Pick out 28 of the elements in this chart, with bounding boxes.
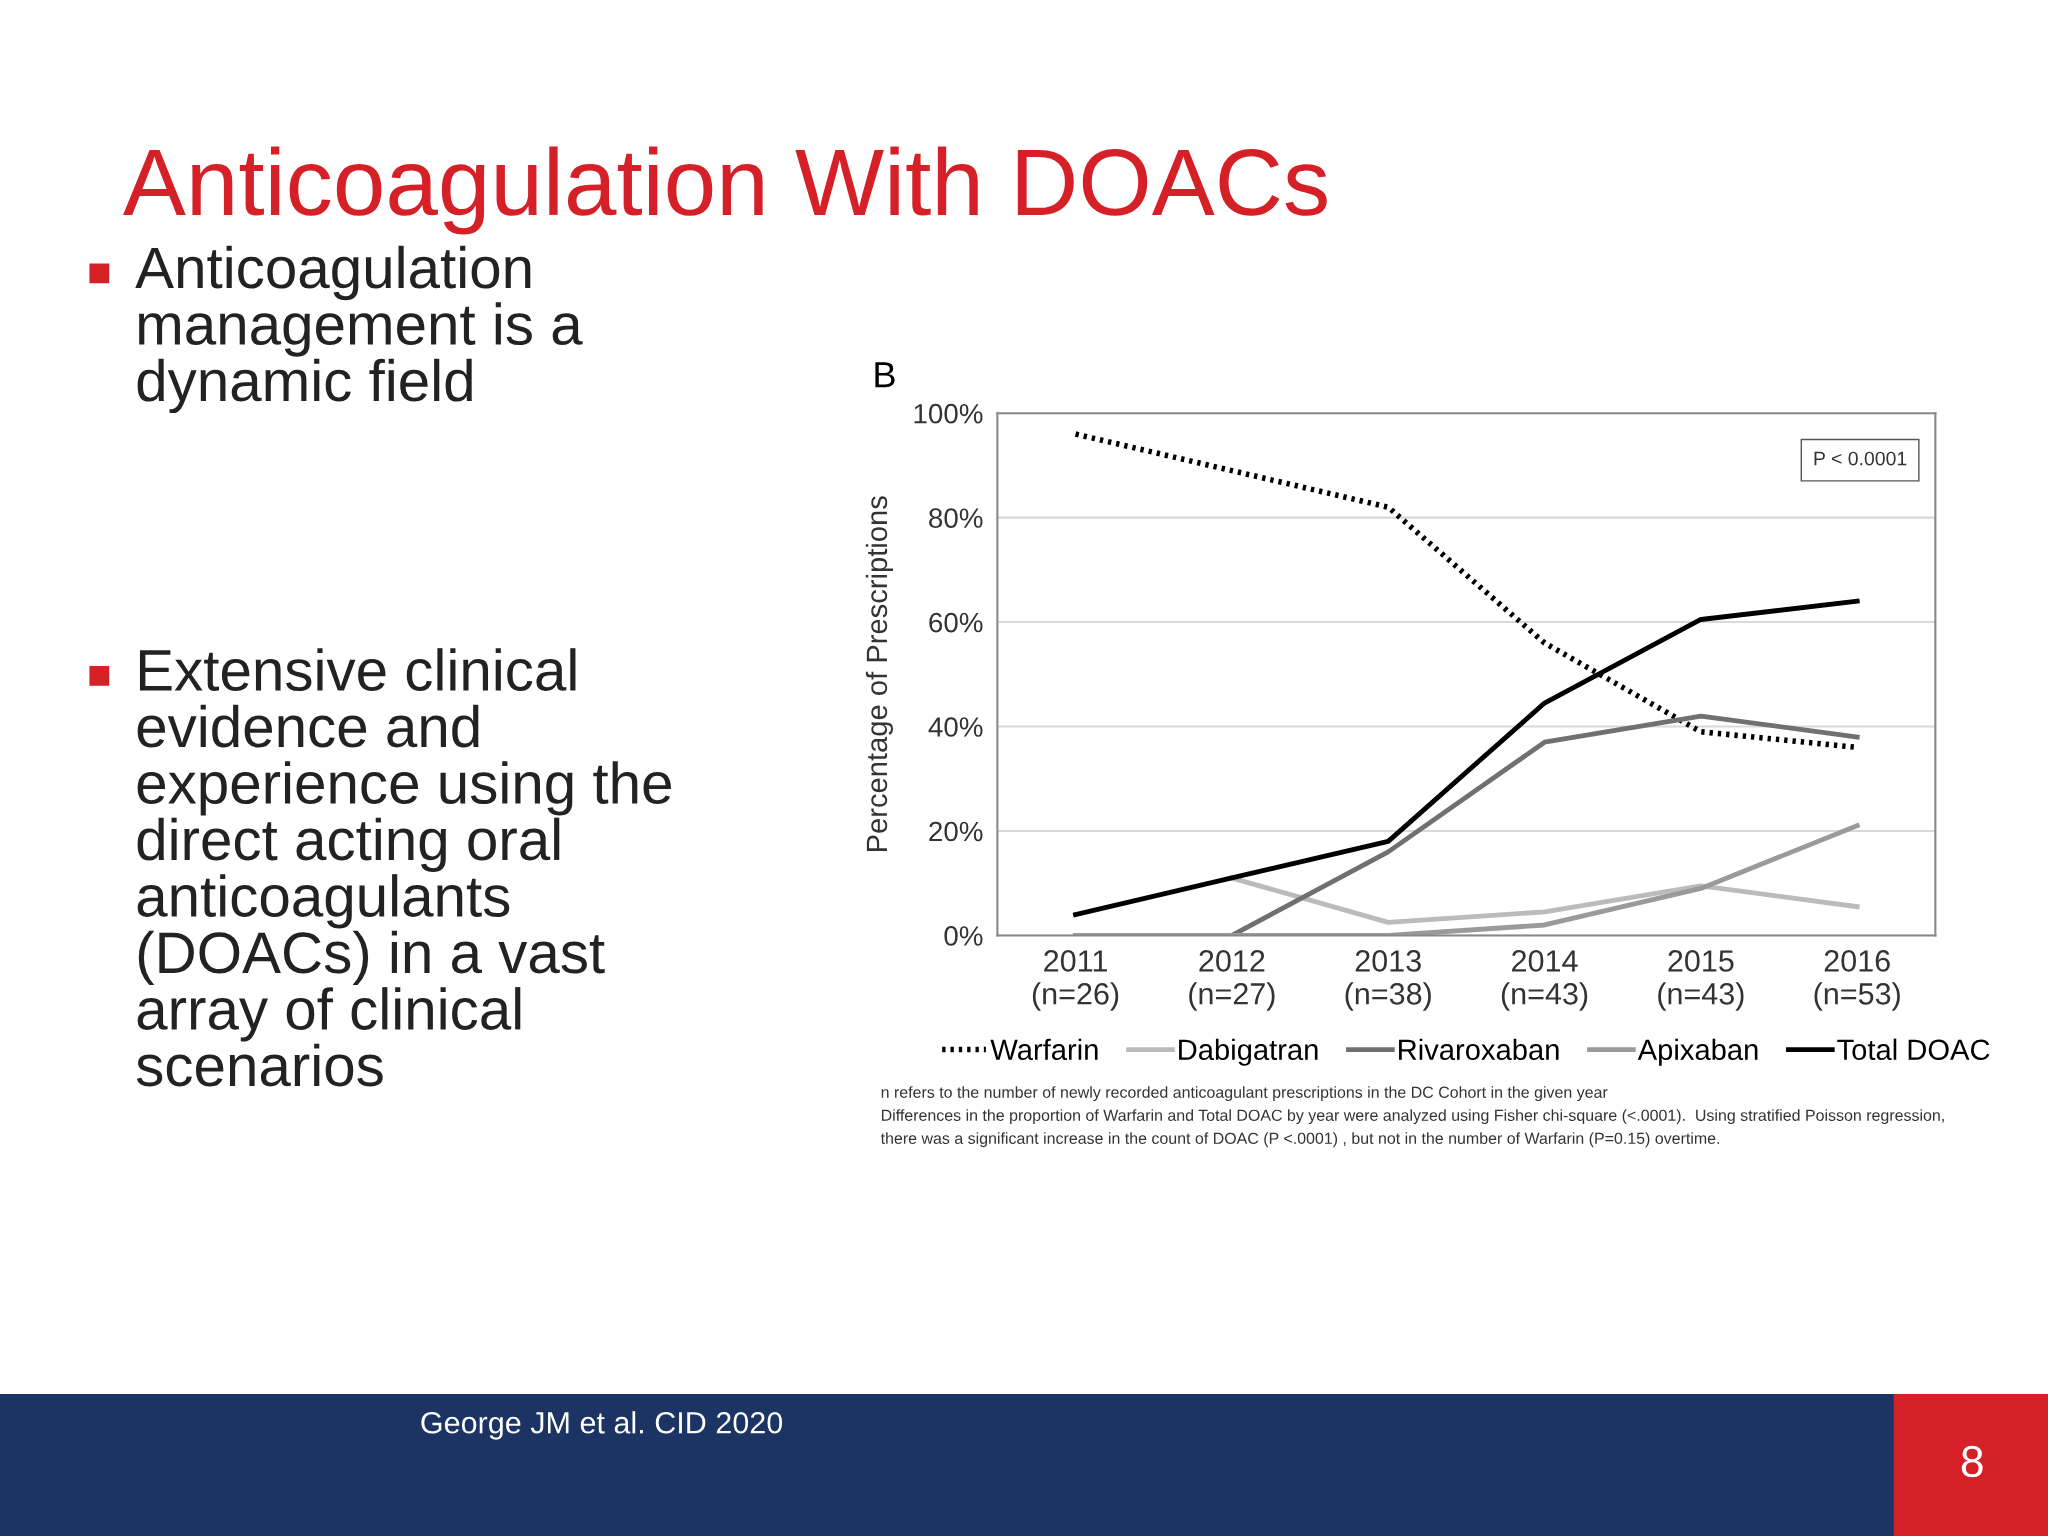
y-tick-label: 60% bbox=[929, 612, 983, 633]
x-tick-label: 2012 (n=27) bbox=[1189, 950, 1275, 1011]
text: Differences in the proportion of Warfarin and Total DOAC by year were analyzed using Fisher chi-square (<.0001). Using stratified Poisson regression, bbox=[881, 1109, 1944, 1125]
y-tick-label: 40% bbox=[928, 717, 983, 737]
legend-label: Warfarin bbox=[990, 1038, 1098, 1061]
y-tick-label: 100% bbox=[914, 403, 983, 424]
x-tick-label: 2013 (n=38) bbox=[1345, 950, 1431, 1011]
chart-title: Anticoagulation With DOACs bbox=[123, 146, 1327, 235]
y-tick-label: 20% bbox=[929, 821, 983, 842]
x-tick-label: 2014 (n=43) bbox=[1501, 950, 1588, 1011]
y-tick-label: 0% bbox=[944, 926, 983, 946]
x-tick-label: 2016 (n=53) bbox=[1814, 950, 1900, 1011]
legend-label: Dabigatran bbox=[1179, 1038, 1318, 1066]
x-tick-label: 2011 (n=26) bbox=[1032, 950, 1119, 1011]
legend-label: Rivaroxaban bbox=[1399, 1038, 1559, 1061]
text: 8 bbox=[1961, 1445, 1983, 1478]
text: George JM et al. CID 2020 bbox=[421, 1411, 783, 1440]
x-tick-label: 2015 (n=43) bbox=[1658, 950, 1744, 1011]
text: B bbox=[875, 362, 895, 388]
text: there was a significant increase in the count of DOAC (P <.0001) , but not in the number of Warfarin (P=0.15) overtime. bbox=[880, 1132, 1720, 1148]
text: Extensive clinical evidence and experience using the direct acting oral anticoagulants (DOACs) in a vast array of clinical scenarios bbox=[136, 648, 671, 1087]
y-tick-label: 80% bbox=[929, 508, 983, 528]
y-axis-title: Percentage of Prescriptions bbox=[865, 496, 893, 852]
text: n refers to the number of newly recorded anticoagulant prescriptions in the DC Cohort in the given year bbox=[881, 1086, 1608, 1102]
annotation: P < 0.0001 bbox=[1814, 451, 1907, 466]
text: Anticoagulation management is a dynamic field bbox=[135, 245, 583, 414]
legend-label: Total DOAC bbox=[1837, 1038, 1990, 1061]
legend-label: Apixaban bbox=[1637, 1038, 1758, 1066]
